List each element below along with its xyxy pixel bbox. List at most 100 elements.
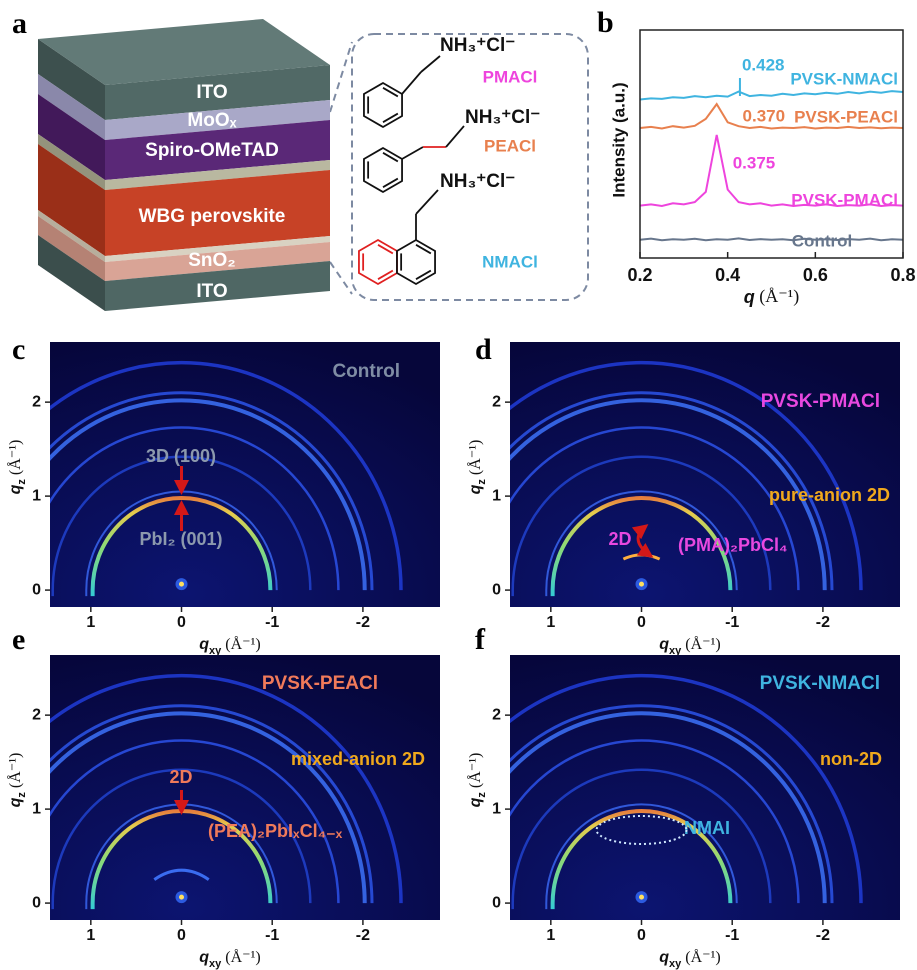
molecule-box [352,34,588,300]
axis-unit: (Å⁻¹) [221,948,260,966]
series-label: PVSK-PEACl [794,107,898,126]
x-tick-label: -1 [265,614,279,631]
x-tick-label: 1 [86,614,95,631]
ring [359,240,397,284]
axis-unit: (Å⁻¹) [681,948,720,966]
axis-sub: xy [209,958,222,970]
beam-spot [179,895,184,900]
layer-label: Spiro-OMeTAD [145,140,279,161]
annotation: mixed-anion 2D [291,749,425,769]
axis-unit: (Å⁻¹) [6,753,24,792]
bond [402,72,421,94]
series-label: PVSK-NMACl [790,69,898,88]
axis-symbol: q [7,797,24,807]
annotation: (PMA)₂PbCl₄ [678,535,788,555]
formula: NH₃⁺Cl⁻ [440,35,515,56]
axis-symbol: q [467,484,484,494]
x-tick-label: -2 [816,614,830,631]
formula: NH₃⁺Cl⁻ [465,107,540,128]
axis-unit: (Å⁻¹) [221,635,260,653]
ring [364,148,402,192]
peak-label: 0.370 [743,106,786,125]
x-tick-label: 1 [86,927,95,944]
y-tick-label: 0 [492,581,501,598]
panel-letter: d [475,333,492,366]
y-tick-label: 0 [32,581,41,598]
bond [383,179,398,188]
x-tick-label: 1 [546,614,555,631]
bond [416,245,431,254]
bond [416,190,438,214]
molecule-name: NMACl [482,252,538,271]
axis-symbol: q [744,287,755,307]
annotation: pure-anion 2D [769,485,890,505]
y-tick-label: 2 [32,706,41,723]
bond [383,88,398,97]
x-tick-label: -2 [816,927,830,944]
bond [446,126,464,147]
x-axis-label: qxy (Å⁻¹) [659,635,720,657]
axis-sub: xy [669,958,682,970]
axis-symbol: q [467,797,484,807]
x-tick-label: -1 [265,927,279,944]
x-tick-label: 0 [177,614,186,631]
x-tick-label: 0 [637,927,646,944]
annotation: NMAI [684,818,730,838]
axis-symbol: q [659,949,669,966]
axis-unit: (Å⁻¹) [681,635,720,653]
panel-title: PVSK-PEACl [262,673,378,694]
axis-symbol: q [7,484,24,494]
x-tick-label: 0.4 [715,265,740,285]
connector [330,42,352,112]
x-tick-label: 0 [637,614,646,631]
panel-title: PVSK-PMACl [761,391,880,412]
series-label: PVSK-PMACl [791,190,898,209]
peak-label: 0.428 [742,55,785,74]
x-axis-label: qxy (Å⁻¹) [199,635,260,657]
panel-letter: a [12,7,27,40]
x-tick-label: 0.8 [890,265,915,285]
y-tick-label: 1 [492,800,501,817]
x-tick-label: 0.6 [803,265,828,285]
beam-spot [639,582,644,587]
x-tick-label: 0.2 [627,265,652,285]
series-label: Control [792,231,852,250]
bond [421,56,440,72]
bond [402,147,423,159]
peak-label: 0.375 [733,153,776,172]
y-tick-label: 2 [492,706,501,723]
x-tick-label: 0 [177,927,186,944]
bond [383,153,398,162]
molecule-name: PMACl [483,67,538,86]
x-tick-label: -1 [725,927,739,944]
y-tick-label: 0 [32,894,41,911]
series-line [640,238,903,240]
panel-letter: c [12,333,25,366]
axis-unit: (Å⁻¹) [6,440,24,479]
x-axis-label: qxy (Å⁻¹) [659,948,720,970]
panel-letter: b [597,6,614,39]
y-tick-label: 1 [32,800,41,817]
x-tick-label: -1 [725,614,739,631]
x-tick-label: 1 [546,927,555,944]
axis-symbol: q [199,949,209,966]
layer-label: ITO [196,281,227,302]
x-tick-label: -2 [356,614,370,631]
bond [383,114,398,123]
beam-spot [639,895,644,900]
annotation: non-2D [820,749,882,769]
layer-label: ITO [196,82,227,103]
bond [378,245,393,254]
bond [416,271,431,280]
y-axis-label: qz (Å⁻¹) [466,440,488,495]
formula: NH₃⁺Cl⁻ [440,171,515,192]
y-tick-label: 1 [32,487,41,504]
figure: a ITOMoOₓSpiro-OMeTADWBG perovskiteSnO₂I… [0,0,917,970]
panel-letter: f [475,623,486,656]
y-axis-label: Intensity (a.u.) [609,82,628,197]
axis-unit: (Å⁻¹) [466,753,484,792]
annotation: PbI₂ (001) [139,529,222,549]
x-axis-label: q (Å⁻¹) [744,286,799,307]
axis-symbol: q [659,636,669,653]
annotation: 3D (100) [146,446,216,466]
